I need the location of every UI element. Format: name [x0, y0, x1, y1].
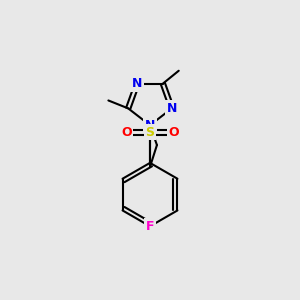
Text: F: F	[146, 220, 154, 233]
Text: N: N	[132, 77, 142, 90]
Text: O: O	[121, 126, 131, 139]
Text: O: O	[169, 126, 179, 139]
Text: S: S	[146, 126, 154, 139]
Text: N: N	[167, 102, 177, 115]
Text: N: N	[145, 119, 155, 132]
